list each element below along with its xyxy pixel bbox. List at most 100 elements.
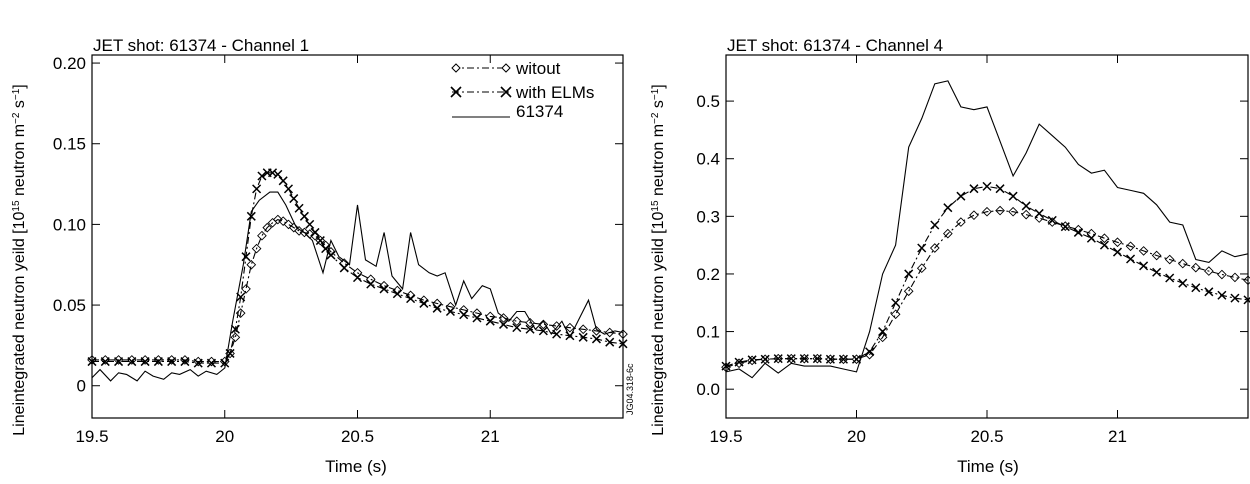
point-marker-diamond (1112, 237, 1123, 248)
point-marker-x (419, 298, 429, 308)
point-marker-diamond (812, 353, 823, 364)
point-marker-x (1047, 215, 1057, 225)
point-marker-diamond (825, 354, 836, 365)
point-marker-diamond (246, 259, 257, 270)
point-marker-x (305, 219, 315, 229)
point-marker-x (995, 184, 1005, 194)
x-axis-label-1: Time (s) (325, 457, 387, 476)
point-marker-x (773, 354, 783, 364)
point-marker-x (153, 357, 163, 367)
point-marker-x (538, 326, 548, 336)
point-marker-x (930, 220, 940, 230)
y-axis-label-1: Lineintegrated neutron yeild [1015 neutr… (11, 84, 29, 436)
point-marker-x (578, 332, 588, 342)
point-marker-x (432, 303, 442, 313)
point-marker-diamond (294, 226, 304, 236)
point-marker-x (230, 324, 240, 334)
plot-frame-4 (725, 54, 1249, 419)
point-marker-x (917, 243, 927, 253)
point-marker-x (1178, 278, 1188, 288)
point-marker-x (1191, 283, 1201, 293)
series-line-61374 (91, 191, 624, 382)
panel-channel-4: JET shot: 61374 - Channel 4 Time (s) 0.0… (650, 36, 1250, 476)
point-marker-x (812, 354, 822, 364)
point-marker-diamond (498, 313, 509, 323)
point-marker-diamond (315, 235, 326, 246)
point-marker-x (315, 236, 325, 246)
panel-channel-1: JET shot: 61374 - Channel 1 Time (s) 0 0.… (11, 36, 636, 476)
legend-entry-with-elms: with ELMs (450, 83, 594, 102)
point-marker-x (206, 358, 217, 368)
point-marker-x (721, 361, 731, 371)
series-group-1 (87, 168, 628, 382)
point-marker-x (943, 203, 953, 213)
point-marker-diamond (1125, 241, 1136, 252)
point-marker-x (591, 334, 601, 344)
point-marker-x (904, 269, 914, 279)
point-marker-x (760, 354, 770, 364)
chart-title-1: JET shot: 61374 - Channel 1 (93, 36, 309, 55)
point-marker-x (406, 294, 416, 304)
point-marker-diamond (1034, 213, 1045, 223)
y-label-sup-15: 15 (650, 200, 661, 212)
point-marker-diamond (278, 216, 288, 227)
point-marker-x (618, 339, 628, 349)
point-marker-x (379, 284, 389, 294)
x-tick-label: 20.5 (341, 427, 374, 446)
point-marker-diamond (283, 219, 294, 230)
x-tick-label: 19.5 (75, 427, 108, 446)
point-marker-x (838, 354, 848, 364)
point-marker-diamond (890, 309, 901, 320)
point-marker-x (366, 279, 376, 289)
point-marker-x (257, 171, 267, 181)
chart-title-4: JET shot: 61374 - Channel 4 (727, 36, 943, 55)
point-marker-x (252, 184, 262, 194)
point-marker-x (180, 357, 190, 367)
point-marker-diamond (1151, 250, 1162, 261)
x-tick-label: 20 (847, 427, 866, 446)
point-marker-x (1099, 240, 1109, 250)
point-marker-x (1112, 247, 1123, 257)
point-marker-x (1243, 295, 1250, 305)
point-marker-x (241, 252, 251, 262)
y-label-s: s (650, 100, 667, 112)
point-marker-x (299, 211, 309, 221)
point-marker-diamond (1177, 258, 1188, 269)
point-marker-x (525, 324, 535, 334)
point-marker-diamond (1217, 269, 1227, 280)
y-tick-label: 0.10 (53, 215, 86, 234)
point-marker-diamond (241, 284, 251, 294)
y-tick-label: 0.05 (53, 296, 86, 315)
point-marker-diamond (618, 329, 628, 339)
point-marker-diamond (1230, 272, 1240, 283)
point-marker-diamond (929, 243, 940, 253)
point-marker-x (114, 357, 124, 367)
point-marker-x (512, 323, 522, 333)
legend-label-witout: witout (515, 59, 561, 78)
point-marker-diamond (1164, 254, 1175, 265)
point-marker-x (891, 298, 901, 308)
point-marker-x (1073, 227, 1083, 237)
x-tick-label: 20 (215, 427, 234, 446)
point-marker-diamond (1021, 209, 1031, 220)
point-marker-x (167, 357, 177, 367)
point-marker-x (392, 289, 402, 299)
point-marker-x (1230, 293, 1240, 303)
point-marker-x (294, 203, 304, 213)
y-label-s: s (11, 100, 28, 112)
y-label-sup-m1: −1 (11, 88, 22, 100)
point-marker-x (278, 176, 288, 186)
point-marker-diamond (943, 228, 953, 239)
point-marker-diamond (1047, 217, 1058, 227)
y-label-sup-m1: −1 (650, 88, 661, 100)
y-tick-label: 0.3 (696, 207, 720, 226)
watermark: JG04.318-6c (625, 363, 635, 415)
point-marker-x (220, 358, 230, 368)
point-marker-x (1165, 273, 1175, 283)
point-marker-x (1152, 267, 1162, 277)
point-marker-x (273, 169, 283, 179)
point-marker-diamond (969, 210, 979, 221)
point-marker-x (982, 181, 992, 191)
legend-marker-x-icon (500, 86, 512, 98)
y-tick-label: 0.1 (696, 323, 720, 342)
